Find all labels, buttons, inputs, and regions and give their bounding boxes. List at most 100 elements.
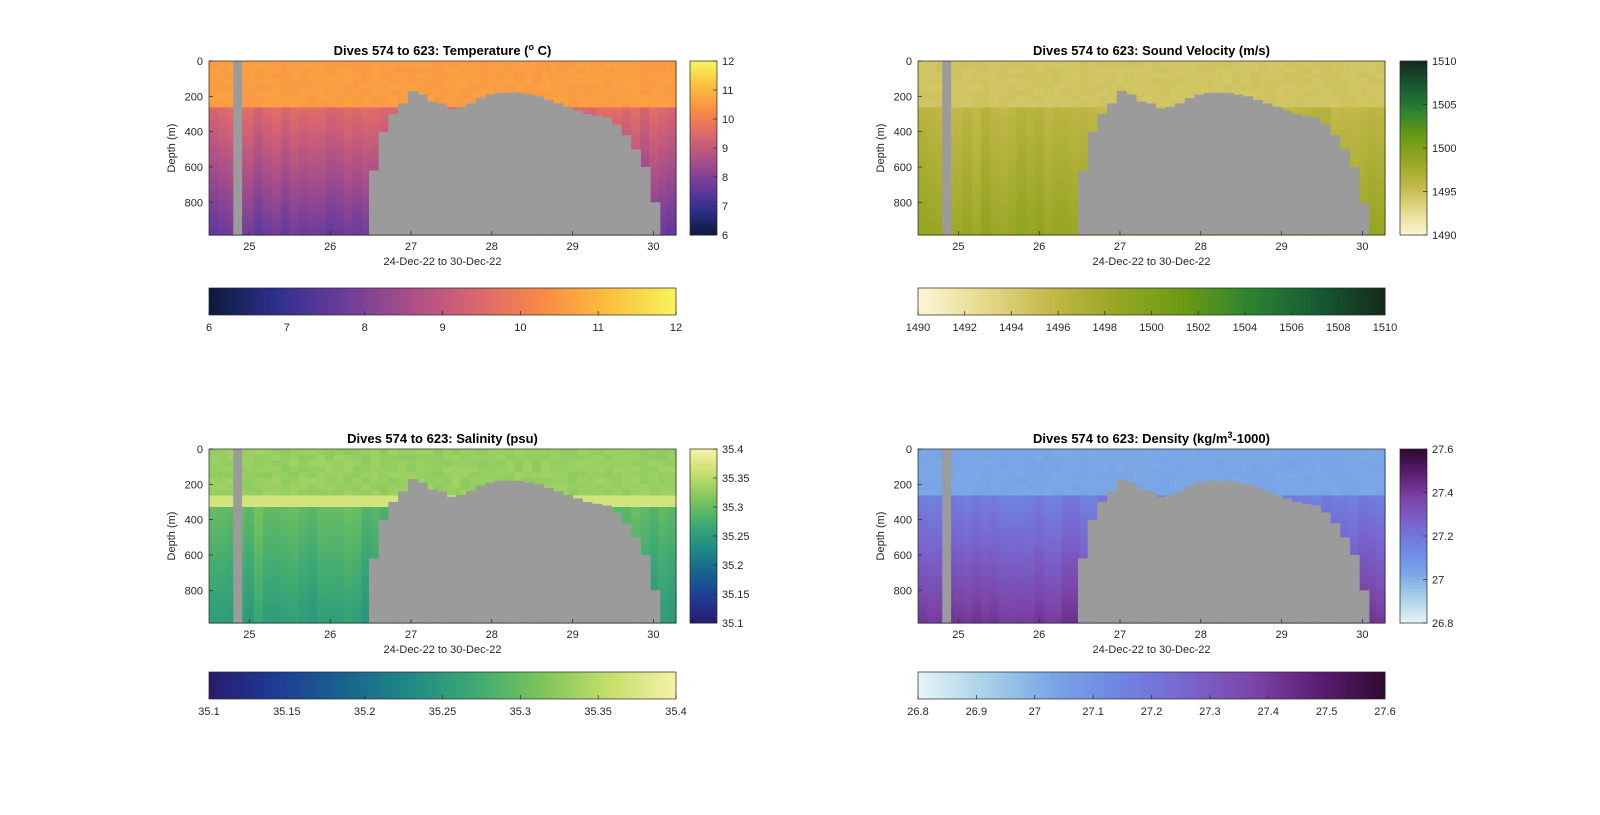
colorbar-tick-label: 7 bbox=[722, 201, 728, 213]
heatmap-cell bbox=[604, 107, 614, 114]
heatmap-cell bbox=[980, 165, 991, 172]
heatmap-cell bbox=[352, 576, 363, 583]
heatmap-cell bbox=[262, 588, 273, 595]
heatmap-cell bbox=[244, 165, 255, 172]
heatmap-cell bbox=[343, 211, 354, 219]
colorbar-swatch bbox=[1400, 179, 1427, 184]
heatmap-cell bbox=[1358, 66, 1368, 74]
heatmap-cell bbox=[998, 177, 1009, 184]
heatmap-cell bbox=[1016, 113, 1027, 120]
hcolorbar-swatch bbox=[395, 288, 401, 315]
heatmap-cell bbox=[271, 449, 282, 456]
heatmap-cell bbox=[1349, 119, 1359, 126]
heatmap-cell bbox=[262, 570, 273, 578]
heatmap-cell bbox=[640, 61, 650, 68]
heatmap-cell bbox=[1286, 90, 1296, 97]
heatmap-cell bbox=[334, 188, 345, 195]
heatmap-cell bbox=[244, 130, 255, 137]
heatmap-cell bbox=[289, 119, 300, 126]
heatmap-cell bbox=[971, 171, 982, 178]
heatmap-cell bbox=[613, 72, 623, 79]
heatmap-cell bbox=[1349, 66, 1359, 74]
heatmap-cell bbox=[361, 90, 372, 97]
heatmap-cell bbox=[334, 478, 345, 485]
heatmap-cell bbox=[478, 78, 488, 85]
hcolorbar-swatch bbox=[1299, 288, 1304, 315]
hcolorbar-swatch bbox=[976, 288, 981, 315]
heatmap-cell bbox=[953, 78, 964, 85]
heatmap-cell bbox=[217, 229, 228, 236]
heatmap-cell bbox=[280, 229, 291, 236]
heatmap-cell bbox=[998, 142, 1009, 149]
heatmap-cell bbox=[325, 507, 336, 514]
heatmap-cell bbox=[1349, 136, 1359, 143]
heatmap-cell bbox=[1052, 142, 1063, 149]
heatmap-cell bbox=[1223, 66, 1233, 74]
heatmap-cell bbox=[1007, 148, 1018, 155]
hcolorbar-tick-label: 1494 bbox=[999, 322, 1023, 334]
colorbar-swatch bbox=[690, 87, 717, 91]
heatmap-cell bbox=[595, 489, 605, 496]
heatmap-cell bbox=[271, 182, 282, 190]
heatmap-cell bbox=[962, 61, 973, 68]
heatmap-cell bbox=[1358, 194, 1368, 201]
heatmap-cell bbox=[307, 217, 318, 224]
heatmap-cell bbox=[1061, 101, 1072, 108]
heatmap-cell bbox=[361, 449, 372, 456]
heatmap-cell bbox=[271, 130, 282, 137]
hcolorbar-swatch bbox=[240, 288, 245, 315]
colorbar-swatch bbox=[1400, 150, 1427, 155]
hcolorbar-swatch bbox=[980, 288, 985, 315]
hcolorbar-swatch bbox=[1357, 288, 1363, 315]
heatmap-cell bbox=[361, 188, 372, 195]
heatmap-cell bbox=[541, 466, 551, 473]
heatmap-cell bbox=[1070, 130, 1081, 137]
heatmap-cell bbox=[325, 72, 336, 79]
heatmap-cell bbox=[487, 472, 497, 479]
nodata-column bbox=[1242, 96, 1253, 235]
heatmap-cell bbox=[343, 148, 354, 155]
heatmap-cell bbox=[523, 460, 533, 467]
heatmap-cell bbox=[361, 182, 372, 190]
heatmap-cell bbox=[496, 72, 506, 79]
heatmap-cell bbox=[532, 84, 542, 91]
heatmap-cell bbox=[1259, 95, 1269, 103]
heatmap-cell bbox=[334, 582, 345, 589]
heatmap-cell bbox=[262, 559, 273, 566]
heatmap-cell bbox=[226, 148, 237, 155]
colorbar-swatch bbox=[1400, 92, 1427, 97]
heatmap-cell bbox=[1340, 66, 1350, 74]
heatmap-cell bbox=[424, 61, 435, 68]
colorbar-swatch bbox=[1400, 229, 1427, 233]
heatmap-cell bbox=[253, 599, 264, 607]
heatmap-cell bbox=[226, 159, 237, 166]
heatmap-cell bbox=[523, 449, 533, 456]
heatmap-cell bbox=[1070, 101, 1081, 108]
heatmap-cell bbox=[226, 124, 237, 132]
x-axis-label: 24-Dec-22 to 30-Dec-22 bbox=[1092, 256, 1210, 268]
heatmap-cell bbox=[1070, 107, 1081, 114]
heatmap-cell bbox=[1268, 61, 1278, 68]
hcolorbar-swatch bbox=[317, 288, 323, 315]
heatmap-cell bbox=[1277, 101, 1287, 108]
heatmap-cell bbox=[1331, 78, 1341, 85]
heatmap-cell bbox=[586, 454, 596, 462]
heatmap-cell bbox=[1367, 211, 1377, 219]
heatmap-cell bbox=[226, 570, 237, 578]
heatmap-cell bbox=[559, 90, 569, 97]
heatmap-cell bbox=[325, 501, 336, 508]
heatmap-cell bbox=[244, 507, 255, 514]
heatmap-cell bbox=[935, 66, 946, 74]
heatmap-cell bbox=[325, 61, 336, 68]
heatmap-cell bbox=[1043, 194, 1054, 201]
heatmap-cell bbox=[370, 119, 381, 126]
heatmap-cell bbox=[658, 136, 668, 143]
colorbar-swatch bbox=[1400, 136, 1427, 140]
heatmap-cell bbox=[307, 153, 318, 161]
colorbar-swatch bbox=[1400, 119, 1427, 123]
heatmap-cell bbox=[361, 124, 372, 132]
heatmap-cell bbox=[1178, 66, 1189, 74]
heatmap-cell bbox=[253, 495, 264, 502]
hcolorbar-swatch bbox=[613, 288, 619, 315]
heatmap-cell bbox=[971, 148, 982, 155]
